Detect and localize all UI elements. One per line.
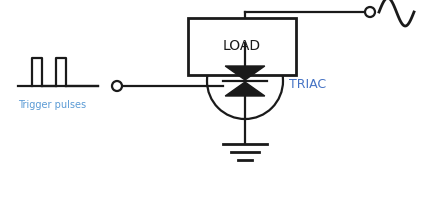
Polygon shape [225, 66, 265, 80]
Text: Trigger pulses: Trigger pulses [18, 100, 86, 110]
Bar [188, 18, 296, 75]
Circle shape [365, 7, 375, 17]
Circle shape [112, 81, 122, 91]
Polygon shape [225, 82, 265, 96]
Text: TRIAC: TRIAC [289, 78, 326, 92]
Text: LOAD: LOAD [223, 39, 261, 54]
